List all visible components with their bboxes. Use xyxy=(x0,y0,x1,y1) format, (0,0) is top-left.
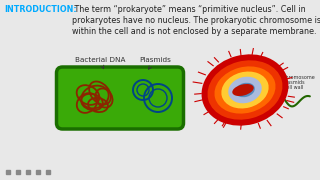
Ellipse shape xyxy=(208,60,283,120)
Ellipse shape xyxy=(228,77,262,103)
Ellipse shape xyxy=(232,84,254,96)
Text: INTRODUCTION:: INTRODUCTION: xyxy=(4,5,76,14)
Text: The term “prokaryote” means “primitive nucleus”. Cell in
prokaryotes have no nuc: The term “prokaryote” means “primitive n… xyxy=(72,5,320,36)
Ellipse shape xyxy=(202,54,288,126)
Text: Cell wall: Cell wall xyxy=(283,85,303,90)
Text: Plasmids: Plasmids xyxy=(283,80,305,85)
Text: Chromosome: Chromosome xyxy=(283,75,316,80)
Text: Bacterial DNA: Bacterial DNA xyxy=(75,57,125,69)
FancyBboxPatch shape xyxy=(57,67,183,129)
Text: Plasmids: Plasmids xyxy=(139,57,171,69)
Ellipse shape xyxy=(214,66,276,114)
Ellipse shape xyxy=(221,71,269,109)
Ellipse shape xyxy=(235,83,255,97)
